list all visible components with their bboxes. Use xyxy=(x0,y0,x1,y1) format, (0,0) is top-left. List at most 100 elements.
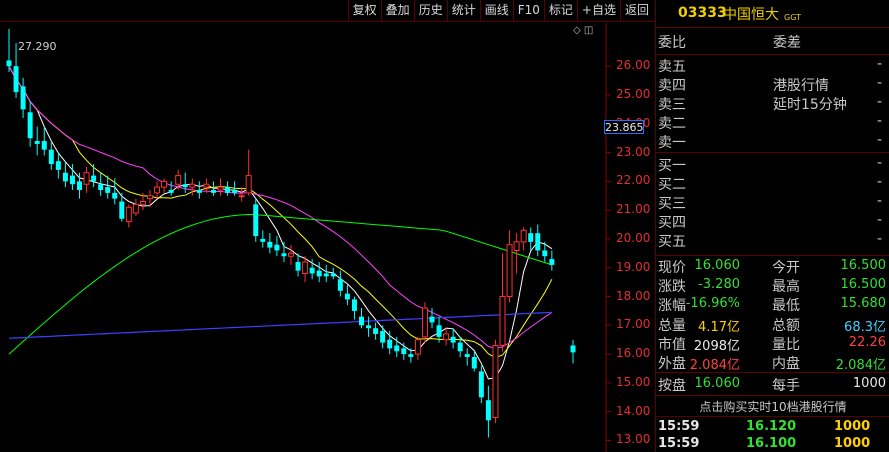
candle-body xyxy=(161,180,168,188)
candle-body xyxy=(506,244,513,298)
meishou-value: 1000 xyxy=(852,376,886,391)
candle-body xyxy=(77,181,82,190)
sell-level-value: - xyxy=(876,132,882,148)
candle-body xyxy=(91,175,97,182)
candle-body xyxy=(55,161,61,170)
quote-value: 2.084亿 xyxy=(835,358,886,373)
toolbar-buttons: 复权 叠加 历史 统计 画线 F10 标记 +自选 返回 xyxy=(347,0,653,22)
candle-body xyxy=(387,339,393,349)
buy-level-value: - xyxy=(876,212,882,228)
buy-level-value: - xyxy=(876,231,882,247)
buy-level-label: 买二 xyxy=(658,177,686,193)
candle-body xyxy=(253,204,259,237)
quote-value: 16.500 xyxy=(840,258,887,273)
toolbar-button[interactable]: 统计 xyxy=(446,0,480,22)
candle-body xyxy=(344,293,350,300)
tick-volume: 1000 xyxy=(834,436,871,451)
ma10-line xyxy=(8,65,553,359)
candle-body xyxy=(535,233,541,251)
quote-label: 外盘 xyxy=(658,356,686,372)
candle-body xyxy=(139,201,146,205)
buy-realtime-link[interactable]: 点击购买实时10档港股行情 xyxy=(699,400,847,414)
ma60-line xyxy=(8,213,553,355)
y-tick-label: 18.00 xyxy=(616,288,651,303)
candle-body xyxy=(175,175,182,185)
y-tick-label: 15.00 xyxy=(616,374,651,389)
divider xyxy=(656,372,889,373)
candle-body xyxy=(203,183,210,188)
quote-label: 现价 xyxy=(658,260,686,276)
candle-body xyxy=(13,66,19,93)
candle-body xyxy=(450,336,456,343)
divider xyxy=(656,152,889,153)
candle-body xyxy=(492,344,499,418)
candle-body xyxy=(48,149,54,165)
sell-level-value: - xyxy=(876,113,882,129)
buy-level-label: 买四 xyxy=(658,215,686,231)
tick-time: 15:59 xyxy=(658,419,700,434)
candle-body xyxy=(281,253,287,257)
y-tick-label: 20.00 xyxy=(616,230,651,245)
candle-body xyxy=(429,316,435,323)
quote-label: 涨跌 xyxy=(658,279,686,296)
toolbar-button[interactable]: 复权 xyxy=(347,0,381,22)
high-price-label: 27.290 xyxy=(18,40,57,53)
buy-level-label: 买三 xyxy=(658,196,686,212)
stock-name: 中国恒大 xyxy=(723,7,779,23)
sell-level-label: 卖五 xyxy=(658,59,686,75)
candle-body xyxy=(295,261,301,271)
toolbar-button[interactable]: 标记 xyxy=(543,0,577,22)
buy-level-value: - xyxy=(876,174,882,190)
y-tick-label: 22.00 xyxy=(616,173,651,188)
candle-body xyxy=(245,175,252,194)
candle-body xyxy=(105,187,111,193)
candle-body xyxy=(83,172,90,185)
candle-body xyxy=(443,333,450,341)
y-tick-label: 17.00 xyxy=(616,317,651,332)
candle-body xyxy=(499,296,506,346)
ma20-line xyxy=(8,65,553,349)
quote-label: 量比 xyxy=(772,336,800,353)
stock-code: 03333 xyxy=(678,5,727,21)
chart-mode-icons[interactable]: ◇ ◫ xyxy=(573,25,594,36)
y-tick-label: 25.00 xyxy=(616,86,651,101)
candle-body xyxy=(478,371,484,398)
toolbar-button[interactable]: 叠加 xyxy=(380,0,414,22)
candle-body xyxy=(225,187,231,193)
quote-value: 22.26 xyxy=(848,334,886,350)
candle-body xyxy=(421,307,428,338)
sell-level-label: 卖一 xyxy=(658,135,686,151)
toolbar-button[interactable]: 历史 xyxy=(413,0,447,22)
candle-body xyxy=(570,345,576,353)
quote-value: 68.3亿 xyxy=(844,319,886,335)
candle-body xyxy=(210,189,216,193)
y-tick-label: 21.00 xyxy=(616,202,651,217)
divider xyxy=(656,416,889,417)
quote-value: 4.17亿 xyxy=(698,319,740,335)
anpan-value: 16.060 xyxy=(694,376,741,391)
toolbar-button[interactable]: +自选 xyxy=(576,0,620,22)
candle-body xyxy=(302,261,309,274)
candle-body xyxy=(520,229,527,243)
quote-label: 涨幅 xyxy=(658,298,686,315)
candle-body xyxy=(147,195,153,200)
toolbar-button[interactable]: 画线 xyxy=(479,0,513,22)
y-tick-label: 13.00 xyxy=(616,432,651,447)
candle-body xyxy=(471,356,477,369)
delay-notice-line2: 延时15分钟 xyxy=(773,97,847,113)
toolbar-button[interactable]: 返回 xyxy=(619,0,653,22)
buy-level-value: - xyxy=(876,193,882,209)
stock-title-bar: 03333 中国恒大 GGT xyxy=(656,0,889,28)
y-tick-label: 26.00 xyxy=(616,58,651,73)
stock-market-tag: GGT xyxy=(784,13,801,22)
candle-body xyxy=(112,192,118,199)
kline-chart[interactable]: 26.0025.0024.0023.0022.0021.0020.0019.00… xyxy=(0,23,655,452)
quote-value: 2.084亿 xyxy=(689,358,740,373)
candle-body xyxy=(274,244,280,251)
quote-value: 16.060 xyxy=(694,258,741,273)
toolbar-button[interactable]: F10 xyxy=(512,0,544,22)
quote-value: 15.680 xyxy=(840,296,887,312)
ma5-line xyxy=(8,65,553,380)
candle-body xyxy=(549,259,555,265)
candle-body xyxy=(154,186,161,194)
